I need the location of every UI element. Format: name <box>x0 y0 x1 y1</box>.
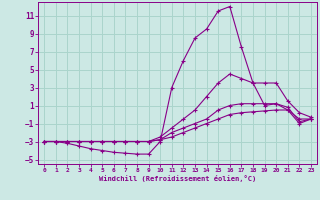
X-axis label: Windchill (Refroidissement éolien,°C): Windchill (Refroidissement éolien,°C) <box>99 175 256 182</box>
